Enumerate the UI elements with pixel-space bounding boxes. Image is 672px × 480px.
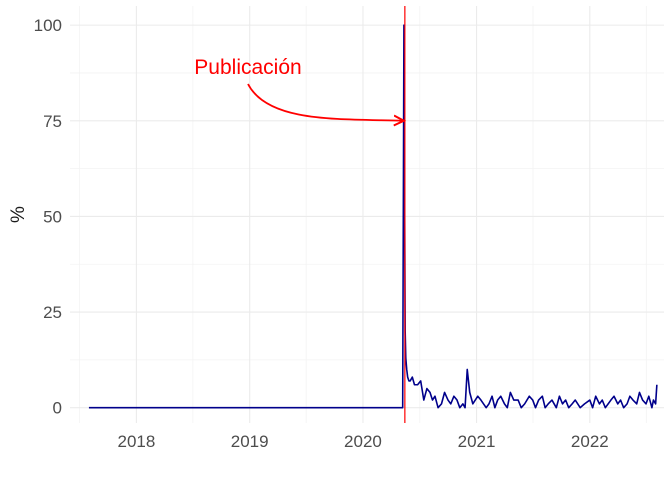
x-tick-label: 2019 [231,432,269,451]
x-tick-label: 2020 [344,432,382,451]
y-tick-label: 100 [34,16,62,35]
x-tick-label: 2018 [117,432,155,451]
y-tick-label: 75 [43,112,62,131]
x-tick-label: 2022 [571,432,609,451]
annotation-label: Publicación [194,56,301,79]
series-layer [88,24,658,409]
x-tick-label: 2021 [458,432,496,451]
y-tick-label: 50 [43,207,62,226]
series-line [88,24,658,409]
annotation-layer: Publicación [194,6,405,423]
y-axis-ticks: 0 25 50 75 100 [34,16,62,418]
annotation-arrow [247,83,404,121]
minor-gridlines [70,6,664,423]
major-gridlines [70,6,664,423]
y-tick-label: 25 [43,303,62,322]
y-tick-label: 0 [53,399,62,418]
y-axis-title: % [8,206,29,223]
x-axis-ticks: 2018 2019 2020 2021 2022 [117,432,608,451]
